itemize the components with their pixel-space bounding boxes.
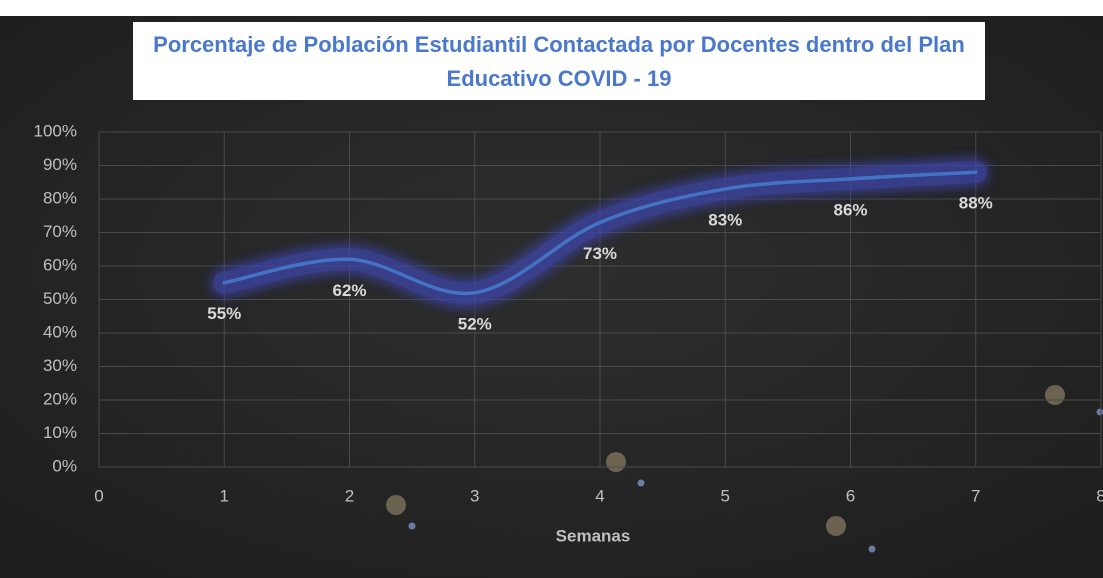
decoration xyxy=(386,385,1103,553)
y-tick-label: 90% xyxy=(43,155,77,174)
y-tick-label: 100% xyxy=(34,121,77,140)
y-tick-label: 50% xyxy=(43,289,77,308)
data-label: 62% xyxy=(332,281,366,300)
x-tick-label: 5 xyxy=(721,486,730,505)
y-tick-label: 80% xyxy=(43,188,77,207)
y-tick-label: 60% xyxy=(43,255,77,274)
x-tick-label: 1 xyxy=(220,486,229,505)
y-tick-label: 0% xyxy=(52,456,77,475)
data-label: 83% xyxy=(708,210,742,229)
y-tick-label: 70% xyxy=(43,222,77,241)
y-tick-label: 30% xyxy=(43,356,77,375)
data-label: 55% xyxy=(207,304,241,323)
data-label: 52% xyxy=(458,314,492,333)
data-label: 73% xyxy=(583,244,617,263)
line xyxy=(222,170,978,296)
data-label: 86% xyxy=(833,200,867,219)
y-tick-label: 20% xyxy=(43,389,77,408)
chart-title: Porcentaje de Población Estudiantil Cont… xyxy=(133,22,985,100)
x-tick-label: 6 xyxy=(846,486,855,505)
chart-background xyxy=(0,16,1103,578)
x-tick-label: 0 xyxy=(94,486,103,505)
x-tick-label: 7 xyxy=(971,486,980,505)
y-tick-label: 40% xyxy=(43,322,77,341)
x-axis-title: Semanas xyxy=(556,526,631,545)
x-tick-label: 8 xyxy=(1096,486,1103,505)
data-label: 88% xyxy=(959,194,993,213)
x-tick-label: 4 xyxy=(595,486,604,505)
x-tick-label: 3 xyxy=(470,486,479,505)
y-tick-label: 10% xyxy=(43,423,77,442)
x-tick-label: 2 xyxy=(345,486,354,505)
